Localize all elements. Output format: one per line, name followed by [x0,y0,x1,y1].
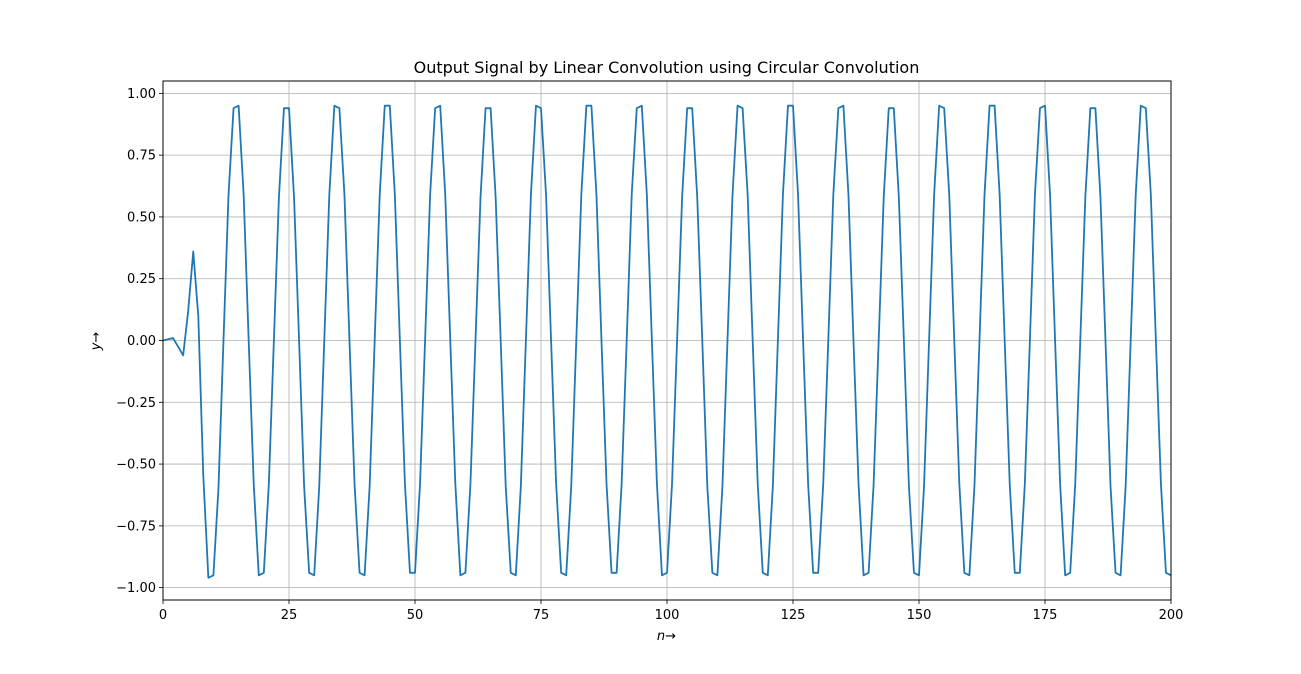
y-tick-label: −0.75 [116,519,156,534]
x-tick-label: 75 [533,608,550,623]
y-tick-label: 0.25 [127,272,156,287]
chart-title: Output Signal by Linear Convolution usin… [414,58,920,77]
y-tick-label: 0.50 [127,210,156,225]
x-tick-label: 50 [407,608,424,623]
series-line [162,104,1172,579]
x-tick-label: 25 [281,608,298,623]
x-tick-label: 100 [655,608,680,623]
y-tick-label: −0.25 [116,396,156,411]
x-tick-label: 0 [159,608,167,623]
y-tick-label: −1.00 [116,581,156,596]
y-tick-label: −0.50 [116,458,156,473]
x-axis-ticks: 0 25 50 75 100 125 150 175 200 [159,600,1184,623]
y-axis-label: y→ [89,332,104,352]
plot-area [162,104,1172,579]
x-tick-label: 175 [1033,608,1058,623]
x-tick-label: 150 [907,608,932,623]
y-axis-ticks: −1.00 −0.75 −0.50 −0.25 0.00 0.25 0.50 0.75 1.00 [116,87,163,596]
x-axis-label: n→ [657,629,676,644]
y-tick-label: 0.00 [127,334,156,349]
y-tick-label: 1.00 [127,87,156,102]
y-tick-label: 0.75 [127,149,156,164]
x-tick-label: 200 [1159,608,1184,623]
x-tick-label: 125 [781,608,806,623]
